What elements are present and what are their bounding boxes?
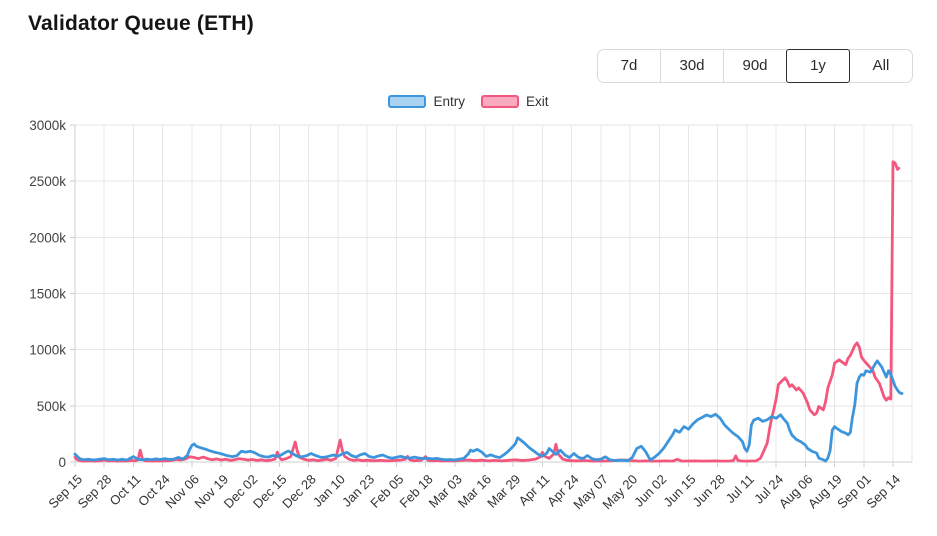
x-axis-label: Jun 02 xyxy=(631,472,669,510)
x-axis-label: Jun 28 xyxy=(690,472,728,510)
entry-line xyxy=(73,359,904,463)
x-axis-label: Jun 15 xyxy=(660,472,698,510)
x-axis-label: Sep 14 xyxy=(863,472,903,512)
x-axis-label: Mar 29 xyxy=(484,472,523,511)
y-axis-label: 1000k xyxy=(29,343,66,358)
y-axis-label: 0 xyxy=(58,455,66,470)
chart-legend: Entry Exit xyxy=(0,94,937,109)
legend-label-entry: Entry xyxy=(433,94,465,109)
x-axis-label: Oct 11 xyxy=(107,472,144,509)
legend-label-exit: Exit xyxy=(526,94,549,109)
legend-item-entry[interactable]: Entry xyxy=(388,94,465,109)
y-axis-label: 500k xyxy=(37,399,67,414)
x-axis-label: Sep 28 xyxy=(75,472,115,512)
time-range-button-1y[interactable]: 1y xyxy=(786,49,850,83)
y-axis-label: 2000k xyxy=(29,230,66,245)
y-axis-label: 2500k xyxy=(29,174,66,189)
exit-line xyxy=(73,160,901,463)
y-axis-label: 1500k xyxy=(29,287,66,302)
time-range-button-30d[interactable]: 30d xyxy=(660,49,724,83)
page-title: Validator Queue (ETH) xyxy=(28,12,254,35)
time-range-button-90d[interactable]: 90d xyxy=(723,49,787,83)
exit-swatch-icon xyxy=(481,95,519,108)
time-range-button-7d[interactable]: 7d xyxy=(597,49,661,83)
time-range-group: 7d 30d 90d 1y All xyxy=(597,49,913,83)
y-axis-label: 3000k xyxy=(29,118,66,133)
x-axis-label: Jul 11 xyxy=(723,472,757,506)
x-axis-label: Dec 28 xyxy=(279,472,319,512)
x-axis-label: Apr 11 xyxy=(516,472,553,509)
entry-swatch-icon xyxy=(388,95,427,108)
time-range-button-all[interactable]: All xyxy=(849,49,913,83)
legend-item-exit[interactable]: Exit xyxy=(481,94,549,109)
x-axis-label: Jan 10 xyxy=(310,472,348,510)
